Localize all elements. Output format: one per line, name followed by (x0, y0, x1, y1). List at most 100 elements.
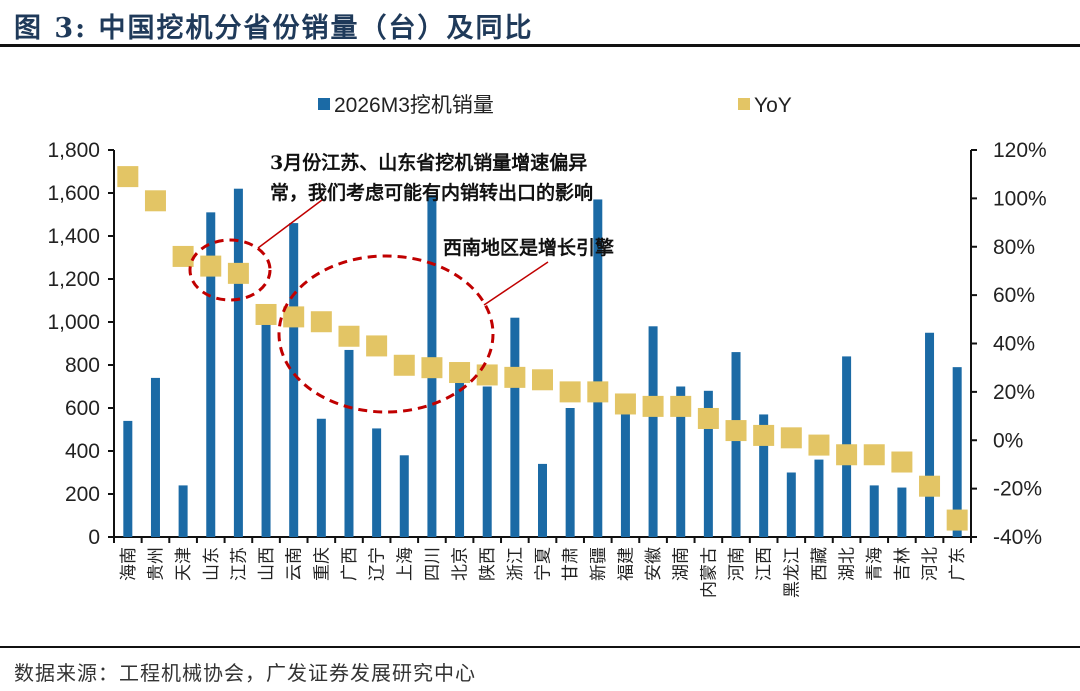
yoy-marker-新疆 (587, 381, 609, 403)
yoy-marker-陕西 (476, 364, 498, 386)
bar-西藏 (814, 459, 824, 537)
yoy-series (117, 166, 968, 531)
legend-label-sales: 2026M3挖机销量 (334, 94, 494, 117)
annotation-text-2: 西南地区是增长引擎 (443, 236, 614, 259)
x-axis-category-label: 广东 (948, 547, 968, 581)
bar-福建 (620, 408, 630, 537)
yoy-marker-海南 (117, 166, 139, 188)
category-label-text: 安徽 (644, 547, 664, 581)
x-axis-category-label: 宁夏 (534, 547, 554, 581)
bar-陕西 (482, 386, 492, 537)
x-axis-category-label: 内蒙古 (699, 547, 719, 598)
yoy-marker-河北 (919, 475, 941, 497)
right-axis-tick-label: 100% (993, 187, 1047, 210)
category-label-text: 河南 (727, 547, 747, 581)
bar-安徽 (648, 326, 658, 537)
category-label-text: 黑龙江 (782, 547, 802, 598)
x-axis-category-label: 贵州 (146, 547, 166, 581)
highlight-ellipse-shandong-jiangsu (188, 238, 272, 302)
annotation-text-1-line-2: 常，我们考虑可能有内销转出口的影响 (270, 181, 593, 204)
yoy-marker-山东 (200, 255, 222, 277)
x-axis-category-label: 陕西 (478, 547, 498, 581)
category-label-text: 福建 (616, 547, 636, 581)
yoy-marker-西藏 (808, 434, 830, 456)
category-label-text: 宁夏 (534, 547, 554, 581)
x-axis-category-label: 福建 (616, 547, 636, 581)
x-axis-category-label: 河南 (727, 547, 747, 581)
bar-青海 (869, 485, 879, 537)
callout-line-2 (483, 261, 549, 306)
right-axis-tick-label: 60% (993, 284, 1035, 307)
bar-云南 (289, 223, 299, 537)
legend: 2026M3挖机销量 YoY (318, 94, 792, 117)
bar-河南 (731, 352, 741, 537)
yoy-marker-吉林 (891, 451, 913, 473)
source-note: 数据来源：工程机械协会，广发证券发展研究中心 (14, 661, 476, 685)
right-axis-tick-label: 40% (993, 333, 1035, 356)
category-label-text: 重庆 (312, 547, 332, 581)
left-axis-tick-label: 1,000 (47, 311, 100, 334)
yoy-marker-北京 (449, 362, 471, 384)
yoy-marker-江西 (753, 424, 775, 446)
yoy-marker-四川 (421, 357, 443, 379)
x-axis-category-label: 新疆 (589, 547, 609, 581)
category-label-text: 贵州 (146, 547, 166, 581)
bottom-rule (0, 646, 1080, 648)
x-axis-category-label: 湖北 (838, 547, 858, 581)
figure-title: 图 3: 中国挖机分省份销量（台）及同比 (14, 13, 534, 44)
yoy-marker-上海 (393, 354, 415, 376)
bar-天津 (178, 485, 188, 537)
yoy-marker-湖南 (670, 395, 692, 417)
yoy-marker-浙江 (504, 366, 526, 388)
yoy-marker-青海 (863, 444, 885, 466)
highlight-ellipse-southwest (277, 254, 495, 414)
right-axis-tick-label: -20% (993, 478, 1042, 501)
category-label-text: 浙江 (506, 547, 526, 581)
x-axis-category-label: 江西 (755, 547, 775, 581)
callout-line-1 (257, 199, 323, 249)
bar-山东 (206, 212, 216, 537)
yoy-marker-贵州 (144, 190, 166, 212)
yoy-marker-天津 (172, 245, 194, 267)
x-axis-category-label: 辽宁 (368, 547, 388, 581)
bar-江西 (759, 414, 769, 537)
bar-山西 (261, 322, 271, 537)
x-axis-category-label: 云南 (285, 547, 305, 581)
yoy-marker-湖北 (836, 444, 858, 466)
category-label-text: 江苏 (229, 547, 249, 581)
right-axis-tick-label: -40% (993, 526, 1042, 549)
bar-浙江 (510, 317, 520, 537)
right-axis-tick-label: 0% (993, 429, 1023, 452)
left-axis-tick-label: 800 (65, 354, 100, 377)
category-label-text: 甘肃 (561, 547, 581, 581)
left-axis-tick-label: 400 (65, 440, 100, 463)
legend-label-yoy: YoY (754, 94, 792, 117)
category-label-text: 云南 (285, 547, 305, 581)
left-axis-tick-label: 0 (88, 526, 100, 549)
x-axis-category-label: 吉林 (893, 547, 913, 581)
yoy-marker-安徽 (642, 395, 664, 417)
x-axis-category-label: 山西 (257, 547, 277, 581)
x-axis-category-label: 四川 (423, 547, 443, 581)
yoy-marker-黑龙江 (780, 427, 802, 449)
x-axis-category-label: 北京 (451, 547, 471, 581)
annotation-text-1-line-1: 3月份江苏、山东省挖机销量增速偏异 (270, 151, 587, 174)
category-label-text: 海南 (119, 547, 139, 581)
axes: 0 200 400 600 800 1,000 1,200 1,400 1,600 1,800 -4… (47, 139, 1046, 598)
x-axis-category-label: 安徽 (644, 547, 664, 581)
yoy-marker-福建 (614, 393, 636, 415)
left-axis-tick-label: 1,400 (47, 225, 100, 248)
category-label-text: 天津 (174, 547, 194, 581)
yoy-marker-山西 (255, 303, 277, 325)
x-axis-category-label: 青海 (865, 547, 885, 581)
annotations: 3月份江苏、山东省挖机销量增速偏异 常，我们考虑可能有内销转出口的影响 西南地区… (188, 151, 614, 414)
category-label-text: 湖南 (672, 547, 692, 581)
x-axis-category-label: 湖南 (672, 547, 692, 581)
bar-新疆 (593, 199, 603, 537)
bar-湖南 (676, 386, 686, 537)
x-axis-category-label: 上海 (395, 547, 415, 581)
yoy-marker-广东 (946, 509, 968, 531)
bar-北京 (455, 382, 465, 537)
category-label-text: 山西 (257, 547, 277, 581)
left-axis-tick-label: 1,600 (47, 182, 100, 205)
